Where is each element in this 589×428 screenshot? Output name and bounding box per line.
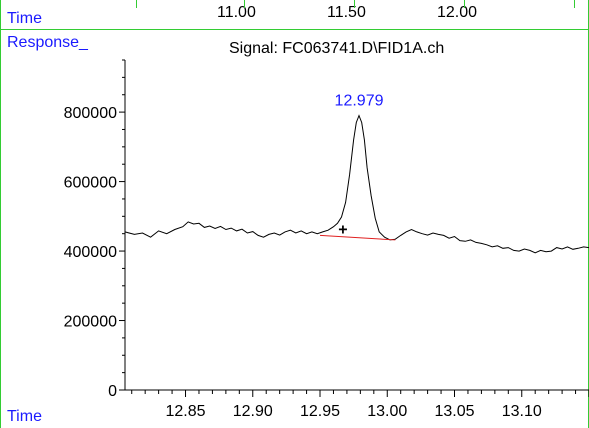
peak-marker: +	[338, 221, 347, 238]
top-tick-mark	[574, 0, 575, 8]
top-tick-mark	[464, 0, 465, 8]
x-tick-label: 12.85	[165, 403, 205, 420]
top-tick-mark	[136, 0, 137, 8]
x-tick-label: 12.95	[300, 403, 340, 420]
top-tick-mark	[354, 0, 355, 8]
x-tick-label: 13.10	[502, 403, 542, 420]
top-tick-label: 11.50	[327, 4, 366, 21]
y-tick-label: 800000	[64, 105, 117, 122]
integration-baseline	[319, 234, 396, 241]
top-tick-label: 12.00	[437, 4, 478, 21]
top-tick-label: 11.00	[217, 4, 256, 21]
response-label: Response_	[7, 34, 88, 51]
peak-label: 12.979	[335, 93, 384, 110]
x-tick-label: 13.05	[434, 403, 474, 420]
y-tick-label: 0	[108, 383, 117, 400]
x-tick-label: 12.90	[233, 403, 273, 420]
signal-title: Signal: FC063741.D\FID1A.ch	[229, 40, 445, 57]
y-tick-label: 600000	[64, 175, 117, 192]
x-tick-label: 13.00	[367, 403, 407, 420]
y-tick-label: 200000	[64, 314, 117, 331]
top-time-label: Time	[7, 10, 42, 27]
bottom-time-label: Time	[7, 408, 42, 425]
left-frame-line	[0, 0, 1, 428]
signal-trace	[124, 114, 589, 254]
y-tick-label: 400000	[64, 244, 117, 261]
scale-separator	[0, 29, 589, 30]
top-tick-mark	[244, 0, 245, 8]
